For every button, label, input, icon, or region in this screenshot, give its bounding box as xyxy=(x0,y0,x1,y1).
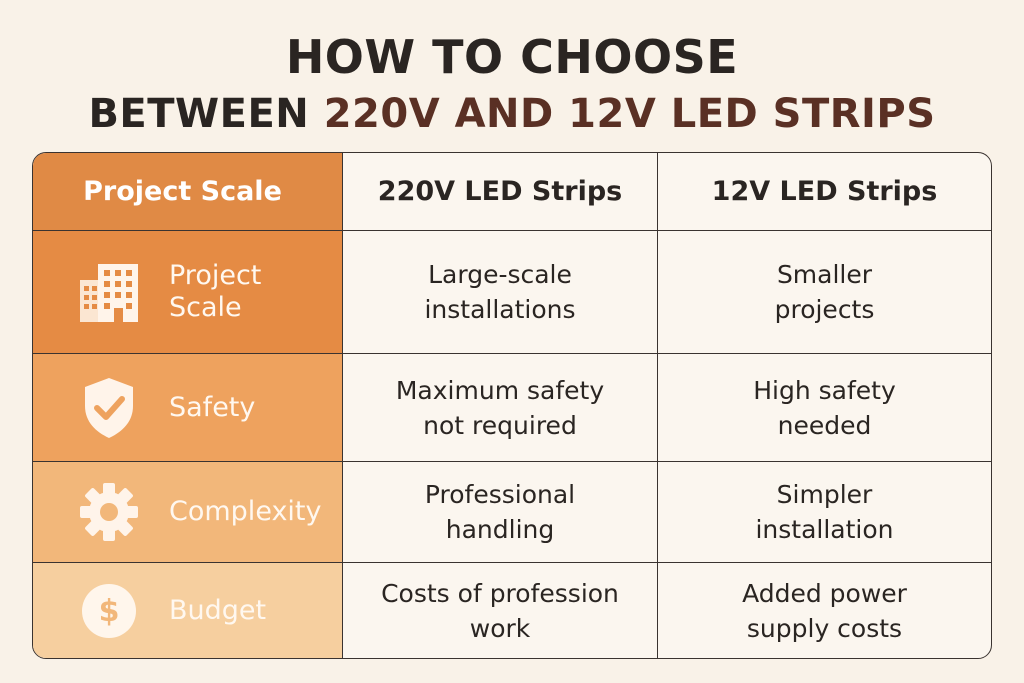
header-220v: 220V LED Strips xyxy=(343,153,658,231)
row-label-budget: $ Budget xyxy=(33,563,343,658)
cell-220v-complexity: Professional handling xyxy=(343,462,658,563)
cell-220v-safety: Maximum safety not required xyxy=(343,354,658,462)
cell-12v-complexity: Simpler installation xyxy=(658,462,991,563)
title-line-2: BETWEEN 220V AND 12V LED STRIPS xyxy=(0,94,1024,134)
infographic-title: HOW TO CHOOSE BETWEEN 220V AND 12V LED S… xyxy=(0,34,1024,134)
row-label-text: Budget xyxy=(169,594,267,626)
title-line-1: HOW TO CHOOSE xyxy=(285,30,739,84)
row-label-project-scale: Project Scale xyxy=(33,231,343,354)
cell-12v-project-scale: Smaller projects xyxy=(658,231,991,354)
cell-220v-budget: Costs of profession work xyxy=(343,563,658,658)
cell-220v-project-scale: Large-scale installations xyxy=(343,231,658,354)
row-label-text: Safety xyxy=(169,391,256,423)
row-label-text: Project Scale xyxy=(169,260,262,323)
cell-12v-budget: Added power supply costs xyxy=(742,578,907,643)
row-label-safety: Safety xyxy=(33,354,343,462)
svg-text:$: $ xyxy=(99,594,120,629)
row-label-text: Complexity xyxy=(169,496,322,527)
comparison-table: Project Scale 220V LED Strips 12V LED St… xyxy=(32,152,992,659)
dollar-coin-icon: $ xyxy=(77,579,141,643)
gear-icon xyxy=(77,480,141,544)
header-project-scale: Project Scale xyxy=(33,153,343,231)
title-line-2-highlight: 220V AND 12V LED STRIPS xyxy=(323,91,936,137)
shield-check-icon xyxy=(77,376,141,440)
row-label-complexity: Complexity xyxy=(33,462,343,563)
header-12v: 12V LED Strips xyxy=(658,153,991,231)
building-icon xyxy=(77,260,141,324)
title-line-2-prefix: BETWEEN xyxy=(88,91,310,137)
cell-12v-safety: High safety needed xyxy=(658,354,991,462)
